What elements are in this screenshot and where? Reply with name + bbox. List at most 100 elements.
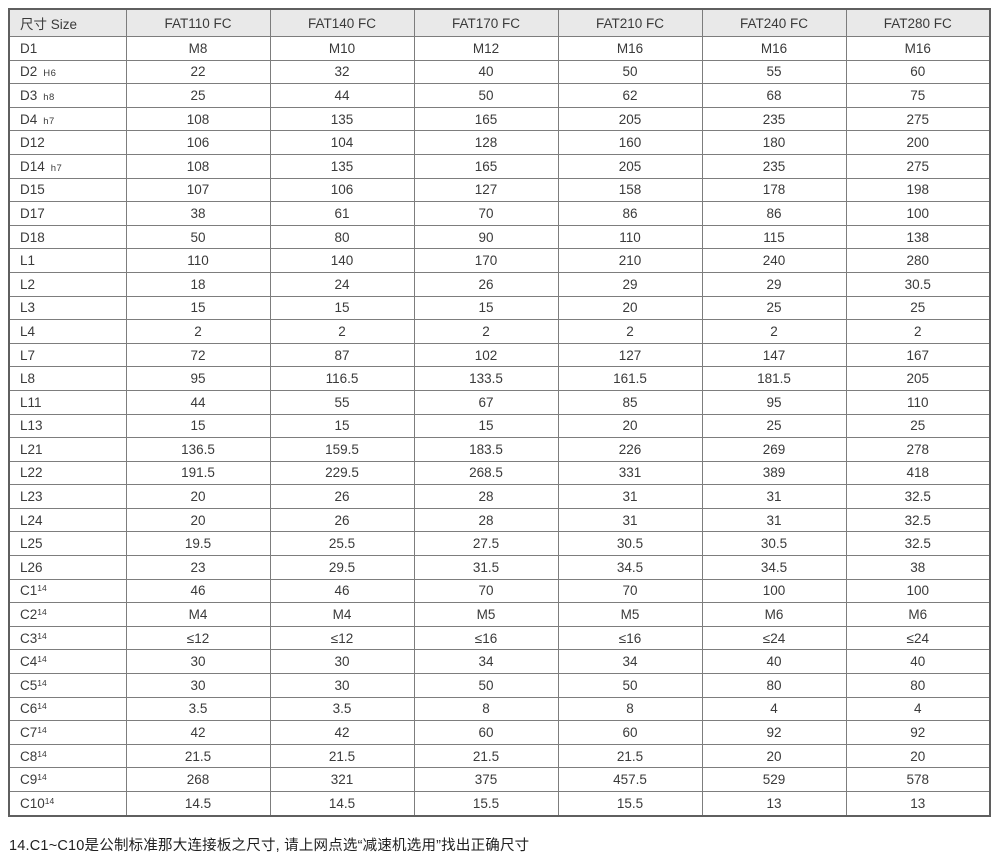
dimension-value: ≤24: [701, 625, 847, 651]
table-row: L11 44 55 67 85 95 110: [8, 389, 991, 415]
row-label: D4 h7: [8, 106, 127, 132]
dimension-value: 20: [557, 295, 703, 321]
row-label: D15: [8, 177, 127, 203]
row-label: L24: [8, 507, 127, 533]
table-row: C1014 14.5 14.5 15.5 15.5 13 13: [8, 790, 991, 817]
dimension-value: 60: [845, 59, 991, 85]
row-label: L3: [8, 295, 127, 321]
dimension-value: 15: [269, 413, 415, 439]
dimension-value: M16: [701, 36, 847, 61]
dimension-value: 27.5: [413, 531, 559, 557]
dimension-value: 269: [701, 437, 847, 462]
footnote-marker: 14: [37, 748, 47, 759]
dimension-value: 70: [557, 578, 703, 604]
table-row: D1 M8 M10 M12 M16 M16 M16: [8, 36, 991, 61]
dimension-value: 110: [557, 224, 703, 250]
table-header: 尺寸 Size FAT110 FC FAT140 FC FAT170 FC FAT210…: [8, 8, 991, 37]
tolerance-suffix: H6: [43, 68, 57, 80]
dimension-value: 278: [845, 437, 991, 462]
table-row: D4 h7 108 135 165 205 235 275: [8, 106, 991, 132]
dimension-value: 25.5: [269, 531, 415, 557]
dimension-value: 13: [701, 790, 847, 817]
dimension-value: 21.5: [269, 743, 415, 769]
table-row: L7 72 87 102 127 147 167: [8, 342, 991, 368]
dimension-value: 3.5: [125, 696, 271, 722]
dimension-value: 32: [269, 59, 415, 85]
dimension-value: 205: [845, 366, 991, 391]
row-label: D17: [8, 201, 127, 226]
dimension-value: 21.5: [125, 743, 271, 769]
column-header: FAT110 FC: [125, 8, 271, 37]
footnote-marker: 14: [37, 772, 47, 783]
dimension-value: 15: [413, 295, 559, 321]
dimension-value: 8: [557, 696, 703, 722]
table-row: D2 H6 22 32 40 50 55 60: [8, 59, 991, 85]
row-label: D2 H6: [8, 59, 127, 85]
row-label: C814: [8, 743, 127, 769]
dimension-value: 21.5: [413, 743, 559, 769]
dimension-value: M10: [269, 36, 415, 61]
dimension-value: 235: [701, 106, 847, 132]
dimension-value: 29.5: [269, 555, 415, 580]
dimension-value: M5: [413, 602, 559, 627]
dimension-value: 92: [845, 720, 991, 745]
dimension-value: 240: [701, 248, 847, 273]
dimension-value: ≤16: [413, 625, 559, 651]
footnote-marker: 14: [37, 630, 47, 641]
dimension-value: 20: [125, 484, 271, 509]
dimension-value: 15: [125, 295, 271, 321]
table-row: L13 15 15 15 20 25 25: [8, 413, 991, 439]
row-label: L4: [8, 319, 127, 344]
row-label: L11: [8, 389, 127, 415]
dimension-value: 275: [845, 106, 991, 132]
column-header: FAT240 FC: [701, 8, 847, 37]
dimension-value: 140: [269, 248, 415, 273]
dimension-value: 127: [413, 177, 559, 203]
dimension-value: 4: [845, 696, 991, 722]
table-row: D3 h8 25 44 50 62 68 75: [8, 83, 991, 108]
row-label: C1014: [8, 790, 127, 817]
dimension-value: 578: [845, 767, 991, 792]
column-header: FAT280 FC: [845, 8, 991, 37]
dimension-value: 55: [701, 59, 847, 85]
dimension-value: 15: [125, 413, 271, 439]
table-row: L22 191.5 229.5 268.5 331 389 418: [8, 460, 991, 486]
dimension-value: 15: [269, 295, 415, 321]
table-row: L4 2 2 2 2 2 2: [8, 319, 991, 344]
table-row: L24 20 26 28 31 31 32.5: [8, 507, 991, 533]
row-label: D3 h8: [8, 83, 127, 108]
dimension-value: 133.5: [413, 366, 559, 391]
column-header: FAT140 FC: [269, 8, 415, 37]
dimension-value: 138: [845, 224, 991, 250]
dimension-value: M16: [557, 36, 703, 61]
dimension-value: 75: [845, 83, 991, 108]
dimension-value: M4: [269, 602, 415, 627]
table-row: C214 M4 M4 M5 M5 M6 M6: [8, 602, 991, 627]
dimension-value: M12: [413, 36, 559, 61]
table-row: D15 107 106 127 158 178 198: [8, 177, 991, 203]
row-label: L25: [8, 531, 127, 557]
dimension-value: 205: [557, 153, 703, 179]
row-label: L26: [8, 555, 127, 580]
dimension-value: 42: [269, 720, 415, 745]
dimension-value: 275: [845, 153, 991, 179]
dimension-value: 22: [125, 59, 271, 85]
footnote: 14.C1~C10是公制标准那大连接板之尺寸, 请上网点选“减速机选用”找出正确…: [9, 837, 530, 854]
table-row: L25 19.5 25.5 27.5 30.5 30.5 32.5: [8, 531, 991, 557]
dimension-value: 198: [845, 177, 991, 203]
row-label: L2: [8, 271, 127, 297]
dimension-value: 161.5: [557, 366, 703, 391]
dimension-value: 2: [269, 319, 415, 344]
row-label: C214: [8, 602, 127, 627]
footnote-marker: 14: [37, 701, 47, 712]
table-row: C314 ≤12 ≤12 ≤16 ≤16 ≤24 ≤24: [8, 625, 991, 651]
dimension-value: 321: [269, 767, 415, 792]
dimension-value: 15.5: [557, 790, 703, 817]
dimension-value: 24: [269, 271, 415, 297]
table-row: L23 20 26 28 31 31 32.5: [8, 484, 991, 509]
dimension-value: 80: [845, 673, 991, 698]
dimension-value: 2: [557, 319, 703, 344]
dimension-value: 4: [701, 696, 847, 722]
dimension-value: 70: [413, 578, 559, 604]
dimension-value: 80: [701, 673, 847, 698]
